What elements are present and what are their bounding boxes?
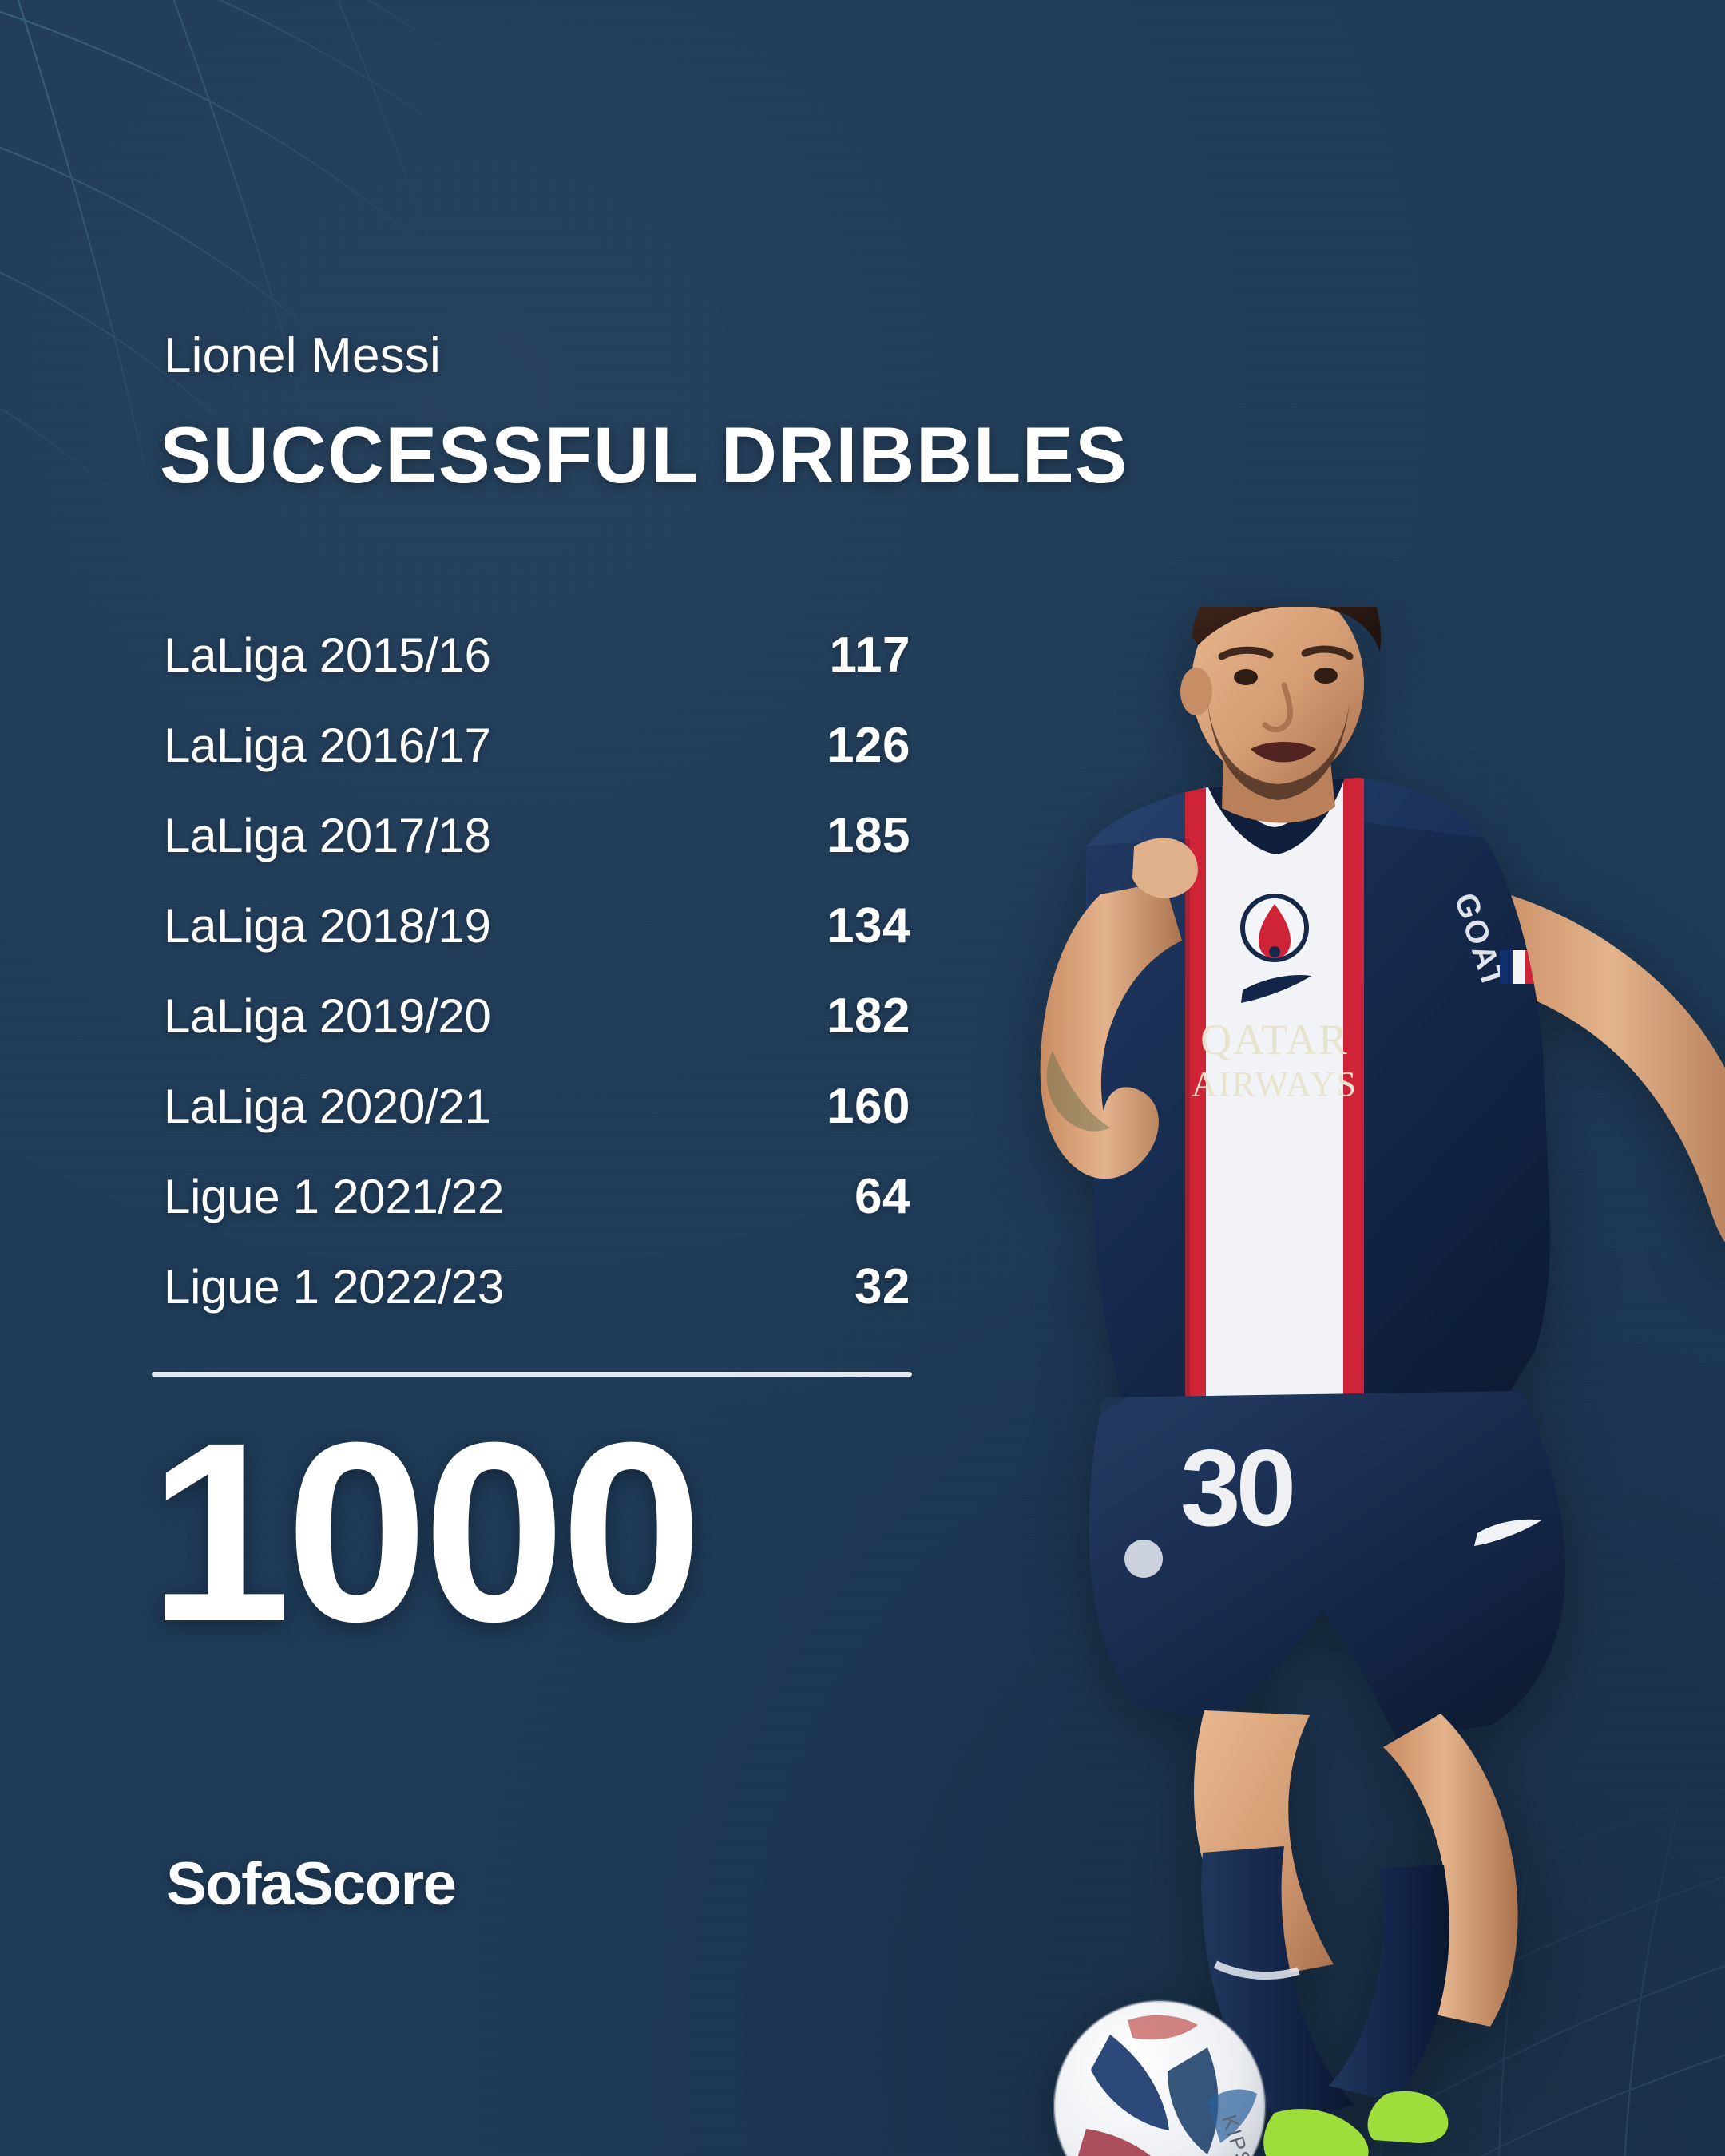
table-row: LaLiga 2020/21 160 bbox=[164, 1082, 910, 1172]
total-divider bbox=[152, 1372, 912, 1377]
stat-value: 126 bbox=[827, 718, 910, 773]
table-row: Ligue 1 2022/23 32 bbox=[164, 1262, 910, 1353]
stats-list: LaLiga 2015/16 117 LaLiga 2016/17 126 La… bbox=[164, 631, 910, 1353]
table-row: Ligue 1 2021/22 64 bbox=[164, 1172, 910, 1262]
page-title: SUCCESSFUL DRIBBLES bbox=[160, 410, 1128, 499]
stat-label: LaLiga 2015/16 bbox=[164, 628, 491, 682]
stat-label: LaLiga 2017/18 bbox=[164, 809, 491, 862]
stat-label: LaLiga 2019/20 bbox=[164, 989, 491, 1043]
stat-value: 185 bbox=[827, 808, 910, 863]
stat-value: 134 bbox=[827, 898, 910, 953]
stat-label: LaLiga 2018/19 bbox=[164, 899, 491, 953]
table-row: LaLiga 2018/19 134 bbox=[164, 902, 910, 992]
sofascore-logo: SofaScore bbox=[166, 1850, 457, 1918]
player-name-subtitle: Lionel Messi bbox=[164, 328, 442, 383]
stat-label: LaLiga 2020/21 bbox=[164, 1080, 491, 1133]
stat-label: Ligue 1 2021/22 bbox=[164, 1170, 504, 1223]
table-row: LaLiga 2016/17 126 bbox=[164, 721, 910, 811]
stat-value: 117 bbox=[829, 628, 910, 683]
total-value: 1000 bbox=[149, 1389, 703, 1674]
stat-value: 32 bbox=[855, 1259, 910, 1314]
table-row: LaLiga 2017/18 185 bbox=[164, 811, 910, 902]
stat-value: 160 bbox=[827, 1079, 910, 1134]
stat-value: 64 bbox=[855, 1169, 910, 1224]
stat-label: LaLiga 2016/17 bbox=[164, 719, 491, 772]
table-row: LaLiga 2019/20 182 bbox=[164, 992, 910, 1082]
stat-label: Ligue 1 2022/23 bbox=[164, 1260, 504, 1314]
stat-value: 182 bbox=[827, 989, 910, 1044]
table-row: LaLiga 2015/16 117 bbox=[164, 631, 910, 721]
